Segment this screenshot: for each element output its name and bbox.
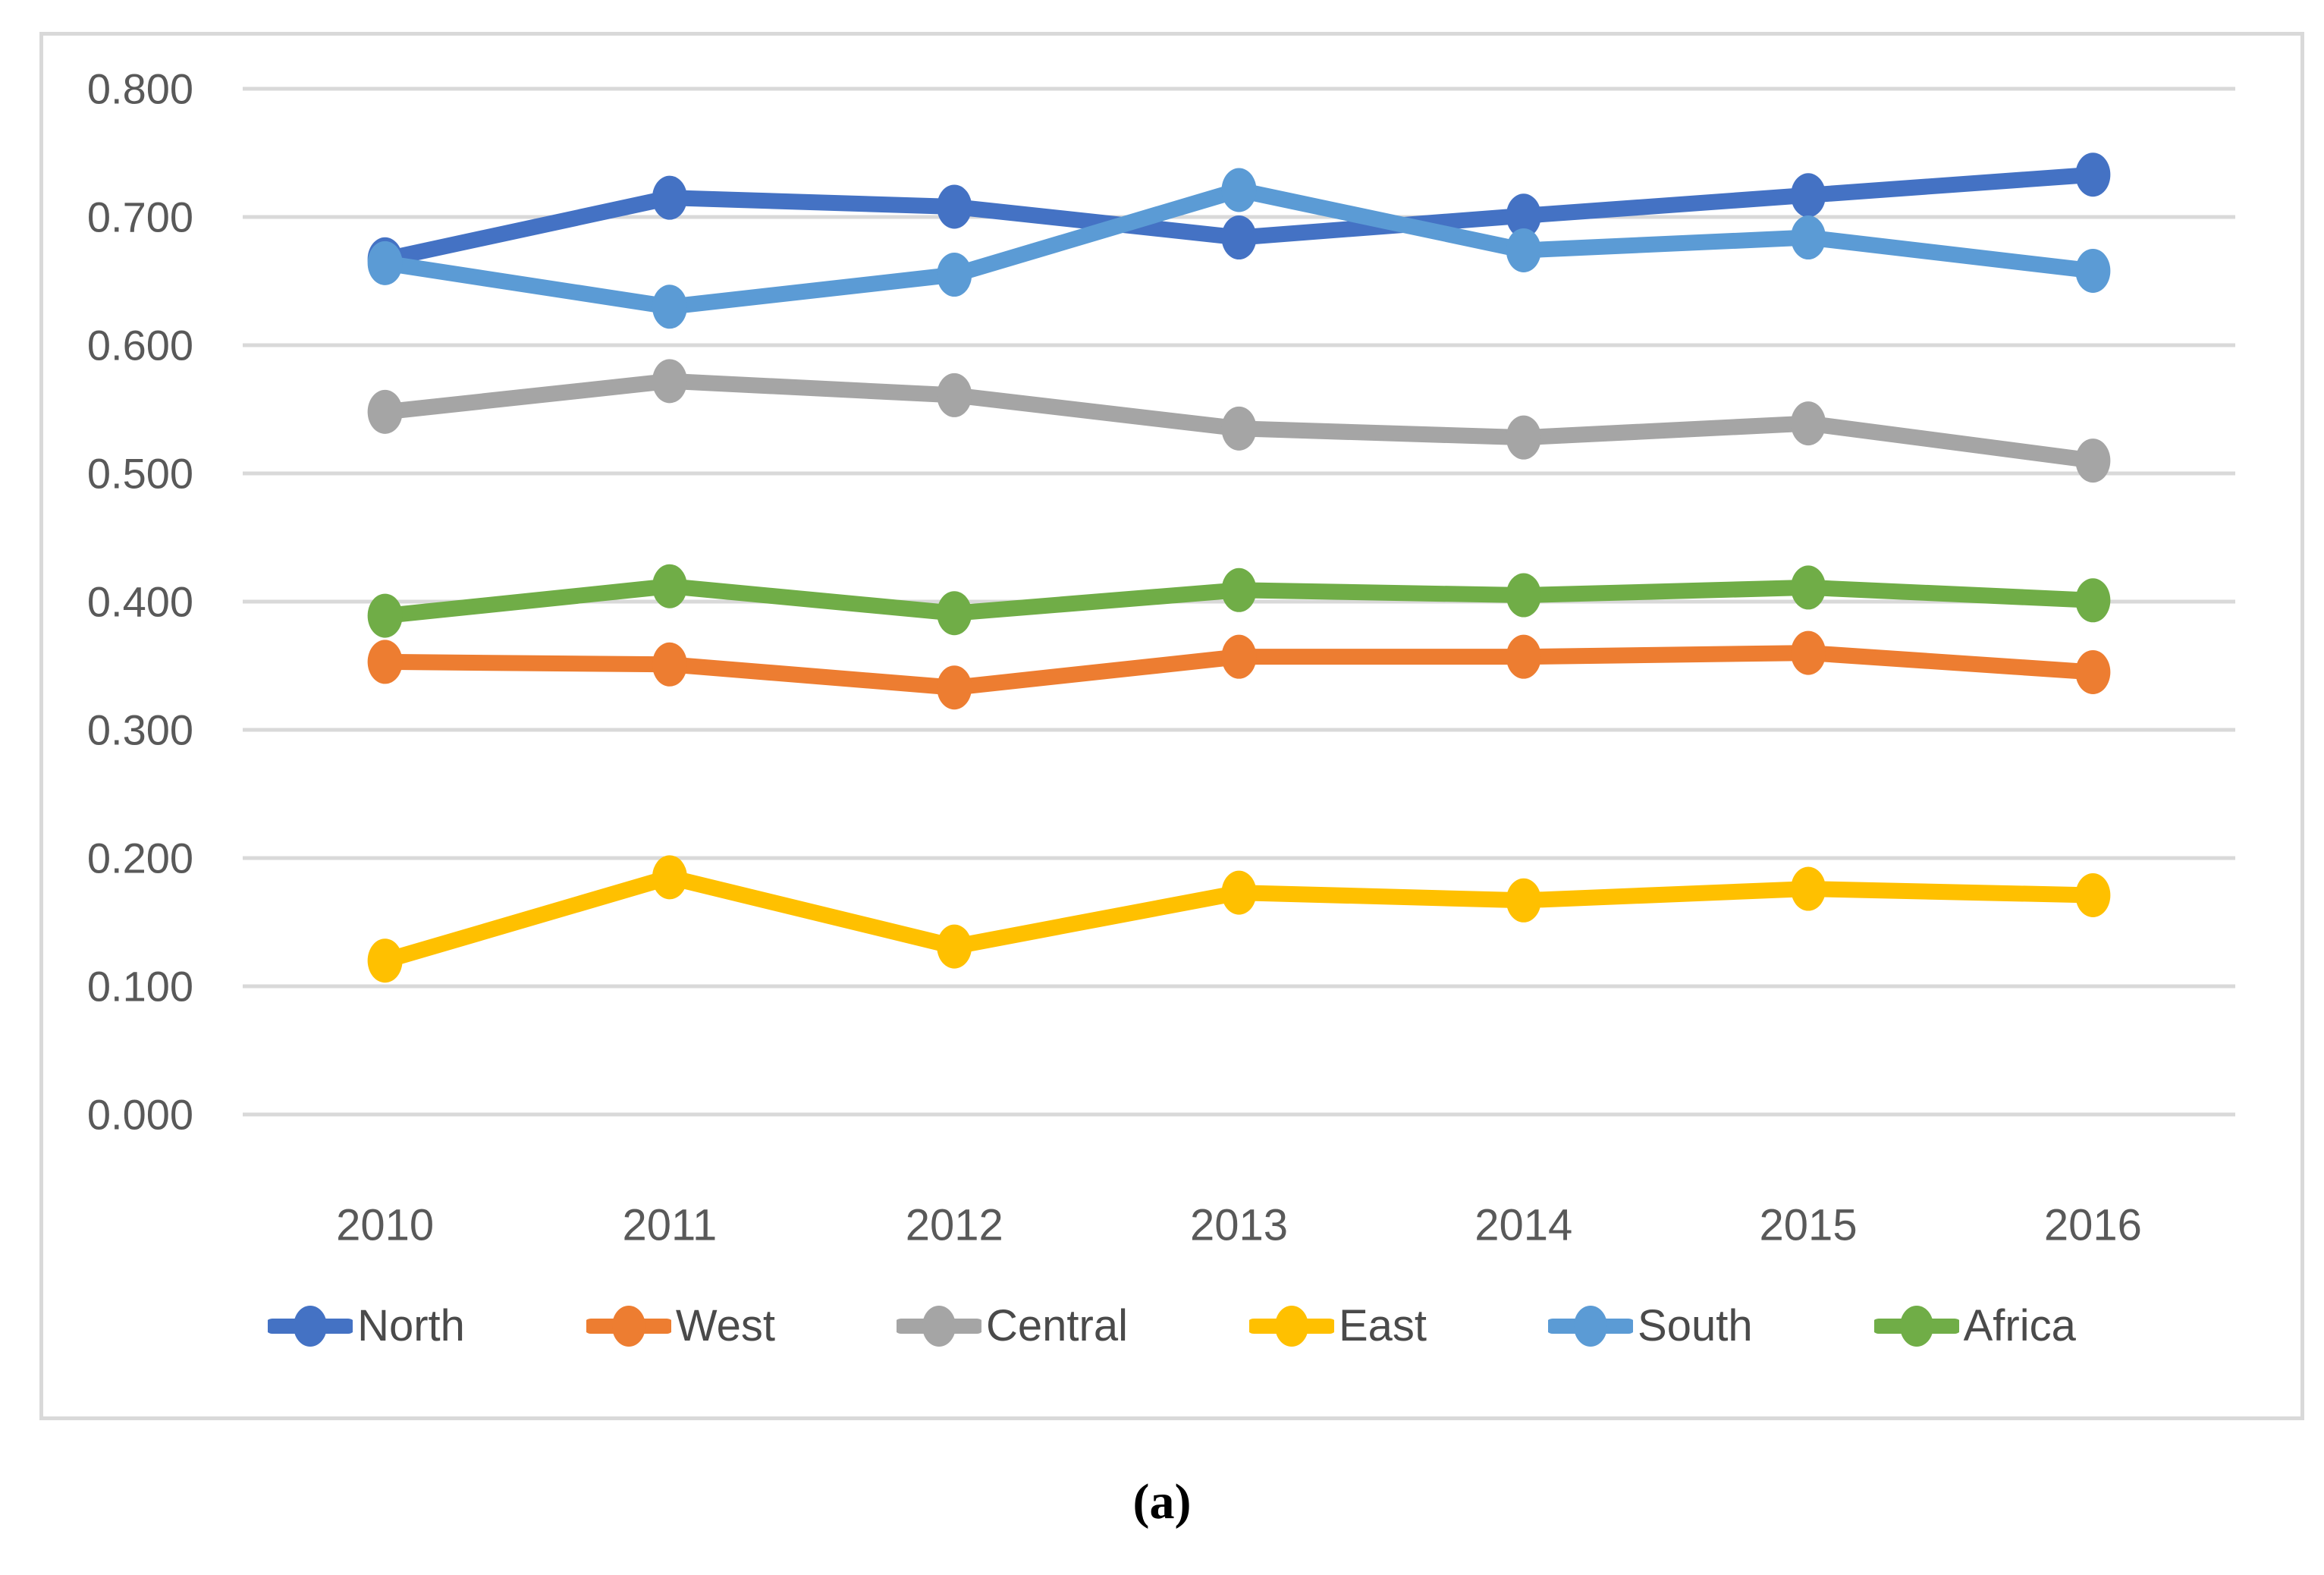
data-point-west-2012: [937, 665, 972, 710]
data-point-north-2014: [1506, 193, 1541, 238]
data-point-africa-2011: [652, 564, 687, 608]
x-axis-tick-label: 2012: [906, 1201, 1003, 1250]
legend-dot-east: [1274, 1306, 1308, 1347]
data-point-south-2014: [1506, 228, 1541, 272]
legend-label-west: West: [675, 1301, 775, 1350]
data-point-africa-2015: [1791, 565, 1826, 610]
legend-label-south: South: [1638, 1301, 1753, 1350]
legend-marker-africa-icon: [1873, 1306, 1959, 1347]
data-point-south-2012: [937, 253, 972, 297]
legend-item-south: South: [1548, 1301, 1753, 1351]
x-axis-tick-label: 2015: [1760, 1201, 1858, 1250]
y-axis-tick-label: 0.000: [87, 1091, 193, 1139]
legend-item-east: East: [1248, 1301, 1427, 1351]
data-point-africa-2010: [367, 593, 403, 638]
data-point-central-2012: [937, 373, 972, 417]
legend-marker-south-icon: [1548, 1306, 1634, 1347]
y-axis-tick-label: 0.600: [87, 322, 193, 369]
data-point-east-2012: [937, 924, 972, 969]
data-point-africa-2014: [1506, 573, 1541, 618]
data-point-south-2011: [652, 285, 687, 329]
data-point-central-2010: [367, 389, 403, 434]
data-point-west-2010: [367, 640, 403, 684]
legend-item-central: Central: [897, 1301, 1128, 1351]
data-point-east-2014: [1506, 878, 1541, 923]
figure-caption: (a): [1132, 1474, 1192, 1529]
data-point-south-2015: [1791, 215, 1826, 260]
data-point-south-2016: [2075, 248, 2111, 293]
line-chart-svg: 0.000 0.100 0.200 0.300 0.400 0.500 0.600 0.700…: [87, 65, 2235, 1250]
x-axis-tick-label: 2011: [623, 1201, 718, 1250]
y-axis-tick-label: 0.300: [87, 706, 193, 754]
legend-marker-west-icon: [586, 1306, 671, 1347]
x-axis-tick-label: 2014: [1474, 1201, 1572, 1250]
data-point-west-2013: [1221, 634, 1257, 679]
y-axis-tick-label: 0.800: [87, 65, 193, 113]
data-point-north-2016: [2075, 152, 2111, 197]
x-axis-tick-label: 2016: [2044, 1201, 2142, 1250]
data-point-africa-2013: [1221, 567, 1257, 612]
x-axis-tick-label: 2013: [1190, 1201, 1288, 1250]
data-point-central-2016: [2075, 439, 2111, 483]
data-point-central-2015: [1791, 401, 1826, 446]
y-axis-tick-label: 0.200: [87, 835, 193, 882]
y-axis-tick-label: 0.700: [87, 193, 193, 241]
legend-item-north: North: [268, 1301, 465, 1351]
data-point-africa-2012: [937, 591, 972, 636]
data-point-central-2013: [1221, 406, 1257, 451]
data-point-north-2012: [937, 184, 972, 229]
legend-dot-west: [611, 1306, 645, 1347]
legend-item-africa: Africa: [1873, 1301, 2076, 1351]
legend-dot-africa: [1899, 1306, 1933, 1347]
data-point-africa-2016: [2075, 578, 2111, 623]
chart-area: 0.000 0.100 0.200 0.300 0.400 0.500 0.600 0.700…: [39, 32, 2304, 1420]
legend-label-africa: Africa: [1963, 1301, 2076, 1350]
data-point-west-2015: [1791, 630, 1826, 675]
data-point-central-2014: [1506, 415, 1541, 460]
y-axis-tick-label: 0.400: [87, 578, 193, 626]
data-point-east-2013: [1221, 870, 1257, 915]
legend-label-east: East: [1338, 1301, 1427, 1350]
x-axis-tick-label: 2010: [336, 1201, 434, 1250]
data-point-north-2011: [652, 175, 687, 220]
y-axis-tick-label: 0.100: [87, 963, 193, 1011]
legend-label-north: North: [357, 1301, 465, 1350]
data-point-west-2011: [652, 642, 687, 687]
legend-marker-central-icon: [897, 1306, 981, 1347]
data-point-east-2011: [652, 855, 687, 900]
data-point-north-2015: [1791, 173, 1826, 218]
data-point-south-2010: [367, 240, 403, 285]
legend-dot-south: [1574, 1306, 1608, 1347]
legend-dot-central: [922, 1306, 956, 1347]
data-point-west-2014: [1506, 634, 1541, 679]
data-point-west-2016: [2075, 649, 2111, 694]
data-point-north-2013: [1221, 215, 1257, 260]
data-point-east-2016: [2075, 873, 2111, 918]
data-point-east-2010: [367, 938, 403, 983]
legend-marker-north-icon: [268, 1306, 353, 1347]
y-axis-tick-label: 0.500: [87, 450, 193, 498]
legend-label-central: Central: [986, 1301, 1128, 1350]
data-point-south-2013: [1221, 168, 1257, 212]
data-point-east-2015: [1791, 866, 1826, 911]
legend: North West Central East South Africa: [43, 1301, 2300, 1351]
data-point-central-2011: [652, 359, 687, 404]
legend-item-west: West: [586, 1301, 775, 1351]
legend-marker-east-icon: [1248, 1306, 1334, 1347]
legend-dot-north: [294, 1306, 328, 1347]
